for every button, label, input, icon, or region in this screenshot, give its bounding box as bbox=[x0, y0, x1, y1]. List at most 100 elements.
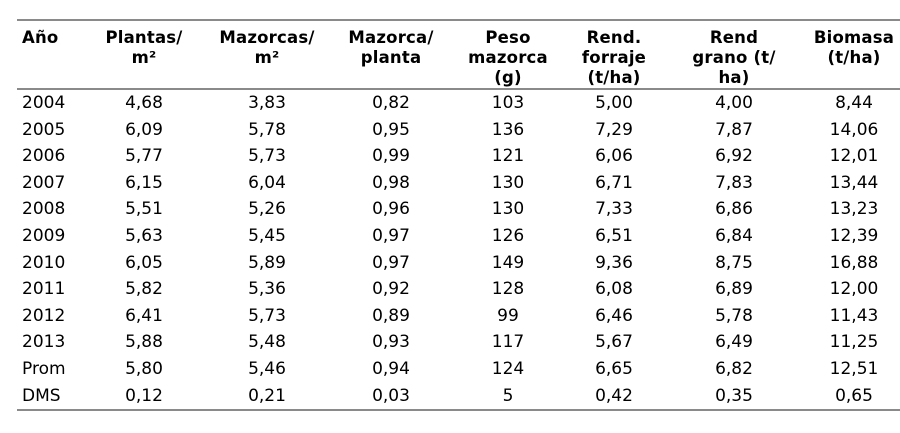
cell-rend-grano: 6,86 bbox=[715, 199, 753, 220]
cell-plantas-m2: 4,68 bbox=[125, 93, 163, 113]
cell-biomasa: 12,39 bbox=[829, 225, 879, 246]
column-header-rend-grano: Rend grano (t/ ha) bbox=[692, 28, 776, 87]
cell-ano: 2011 bbox=[22, 279, 66, 300]
table-row-2004: 2004 4,68 3,83 0,82 103 5,00 4,00 8,44 bbox=[17, 89, 900, 117]
cell-plantas-m2: 5,63 bbox=[125, 225, 163, 246]
table-row-2012: 2012 6,41 5,73 0,89 99 6,46 5,78 11,43 bbox=[17, 303, 900, 330]
cell-mazorca-planta: 0,97 bbox=[372, 252, 410, 273]
cell-rend-forraje: 7,33 bbox=[595, 199, 633, 220]
table-header: Año Plantas/ m² Mazorcas/ m² Mazorca/ plant… bbox=[17, 20, 900, 89]
cell-rend-grano: 5,78 bbox=[715, 305, 753, 326]
column-header-plantas-m2: Plantas/ m² bbox=[105, 28, 183, 67]
cell-mazorca-planta: 0,82 bbox=[372, 93, 410, 113]
table-row-2008: 2008 5,51 5,26 0,96 130 7,33 6,86 13,23 bbox=[17, 196, 900, 223]
cell-biomasa: 16,88 bbox=[829, 252, 879, 273]
table-row-2005: 2005 6,09 5,78 0,95 136 7,29 7,87 14,06 bbox=[17, 117, 900, 144]
cell-rend-forraje: 0,42 bbox=[595, 385, 633, 406]
cell-mazorca-planta: 0,98 bbox=[372, 172, 410, 193]
table-row-2007: 2007 6,15 6,04 0,98 130 6,71 7,83 13,44 bbox=[17, 170, 900, 197]
cell-mazorcas-m2: 0,21 bbox=[248, 385, 286, 406]
cell-rend-grano: 6,92 bbox=[715, 146, 753, 167]
table-body: 2004 4,68 3,83 0,82 103 5,00 4,00 8,44 2005 6,09 5… bbox=[17, 89, 900, 410]
cell-rend-forraje: 5,00 bbox=[595, 93, 633, 113]
cell-rend-forraje: 7,29 bbox=[595, 119, 633, 140]
results-table-container: Año Plantas/ m² Mazorcas/ m² Mazorca/ plant… bbox=[17, 19, 900, 412]
column-header-biomasa: Biomasa (t/ha) bbox=[813, 28, 895, 67]
cell-plantas-m2: 5,77 bbox=[125, 146, 163, 167]
cell-rend-forraje: 5,67 bbox=[595, 332, 633, 353]
cell-plantas-m2: 5,82 bbox=[125, 279, 163, 300]
table-header-row: Año Plantas/ m² Mazorcas/ m² Mazorca/ plant… bbox=[17, 20, 900, 89]
cell-biomasa: 13,23 bbox=[829, 199, 879, 220]
cell-mazorcas-m2: 5,36 bbox=[248, 279, 286, 300]
cell-peso-mazorca: 5 bbox=[502, 385, 514, 406]
cell-rend-grano: 7,83 bbox=[715, 172, 753, 193]
cell-rend-forraje: 6,08 bbox=[595, 279, 633, 300]
cell-biomasa: 13,44 bbox=[829, 172, 879, 193]
cell-mazorcas-m2: 5,45 bbox=[248, 225, 286, 246]
column-header-mazorca-planta: Mazorca/ planta bbox=[348, 28, 434, 67]
cell-peso-mazorca: 128 bbox=[491, 279, 525, 300]
column-header-mazorcas-m2: Mazorcas/ m² bbox=[219, 28, 315, 67]
cell-rend-grano: 7,87 bbox=[715, 119, 753, 140]
cell-plantas-m2: 0,12 bbox=[125, 385, 163, 406]
cell-plantas-m2: 6,15 bbox=[125, 172, 163, 193]
cell-mazorca-planta: 0,99 bbox=[372, 146, 410, 167]
column-header-ano: Año bbox=[22, 28, 59, 47]
table-row-2013: 2013 5,88 5,48 0,93 117 5,67 6,49 11,25 bbox=[17, 329, 900, 356]
cell-mazorca-planta: 0,94 bbox=[372, 358, 410, 379]
cell-rend-forraje: 6,06 bbox=[595, 146, 633, 167]
cell-biomasa: 11,25 bbox=[829, 332, 879, 353]
cell-rend-forraje: 9,36 bbox=[595, 252, 633, 273]
cell-rend-grano: 6,49 bbox=[715, 332, 753, 353]
column-header-peso-mazorca: Peso mazorca (g) bbox=[468, 28, 548, 87]
cell-ano: 2012 bbox=[22, 305, 66, 326]
table-row-dms: DMS 0,12 0,21 0,03 5 0,42 0,35 0,65 bbox=[17, 383, 900, 411]
cell-peso-mazorca: 117 bbox=[491, 332, 525, 353]
cell-peso-mazorca: 99 bbox=[497, 305, 519, 326]
cell-rend-grano: 4,00 bbox=[715, 93, 753, 113]
cell-ano: 2006 bbox=[22, 146, 66, 167]
cell-ano: 2004 bbox=[22, 93, 66, 113]
cell-mazorca-planta: 0,95 bbox=[372, 119, 410, 140]
cell-ano: 2007 bbox=[22, 172, 66, 193]
table-row-2010: 2010 6,05 5,89 0,97 149 9,36 8,75 16,88 bbox=[17, 250, 900, 277]
cell-mazorca-planta: 0,97 bbox=[372, 225, 410, 246]
cell-rend-grano: 0,35 bbox=[715, 385, 753, 406]
table-row-2006: 2006 5,77 5,73 0,99 121 6,06 6,92 12,01 bbox=[17, 143, 900, 170]
cell-plantas-m2: 6,41 bbox=[125, 305, 163, 326]
cell-mazorcas-m2: 5,46 bbox=[248, 358, 286, 379]
cell-biomasa: 12,01 bbox=[829, 146, 879, 167]
cell-ano: 2013 bbox=[22, 332, 66, 353]
cell-mazorca-planta: 0,03 bbox=[372, 385, 410, 406]
cell-rend-forraje: 6,65 bbox=[595, 358, 633, 379]
cell-biomasa: 0,65 bbox=[835, 385, 873, 406]
cell-biomasa: 14,06 bbox=[829, 119, 879, 140]
column-header-rend-forraje: Rend. forraje (t/ha) bbox=[581, 28, 647, 87]
cell-peso-mazorca: 121 bbox=[491, 146, 525, 167]
cell-peso-mazorca: 124 bbox=[491, 358, 525, 379]
cell-mazorcas-m2: 5,73 bbox=[248, 305, 286, 326]
cell-peso-mazorca: 103 bbox=[491, 93, 525, 113]
cell-rend-grano: 6,82 bbox=[715, 358, 753, 379]
cell-rend-grano: 8,75 bbox=[715, 252, 753, 273]
cell-peso-mazorca: 136 bbox=[491, 119, 525, 140]
cell-ano: 2009 bbox=[22, 225, 66, 246]
table-row-prom: Prom 5,80 5,46 0,94 124 6,65 6,82 12,51 bbox=[17, 356, 900, 383]
cell-mazorca-planta: 0,89 bbox=[372, 305, 410, 326]
cell-mazorcas-m2: 6,04 bbox=[248, 172, 286, 193]
cell-peso-mazorca: 126 bbox=[491, 225, 525, 246]
cell-plantas-m2: 6,09 bbox=[125, 119, 163, 140]
cell-mazorcas-m2: 5,26 bbox=[248, 199, 286, 220]
cell-mazorcas-m2: 5,48 bbox=[248, 332, 286, 353]
cell-peso-mazorca: 130 bbox=[491, 199, 525, 220]
cell-plantas-m2: 5,51 bbox=[125, 199, 163, 220]
cell-plantas-m2: 5,80 bbox=[125, 358, 163, 379]
cell-plantas-m2: 5,88 bbox=[125, 332, 163, 353]
cell-mazorcas-m2: 5,89 bbox=[248, 252, 286, 273]
cell-mazorcas-m2: 5,73 bbox=[248, 146, 286, 167]
cell-plantas-m2: 6,05 bbox=[125, 252, 163, 273]
cell-ano: 2010 bbox=[22, 252, 66, 273]
cell-rend-grano: 6,89 bbox=[715, 279, 753, 300]
table-row-2009: 2009 5,63 5,45 0,97 126 6,51 6,84 12,39 bbox=[17, 223, 900, 250]
